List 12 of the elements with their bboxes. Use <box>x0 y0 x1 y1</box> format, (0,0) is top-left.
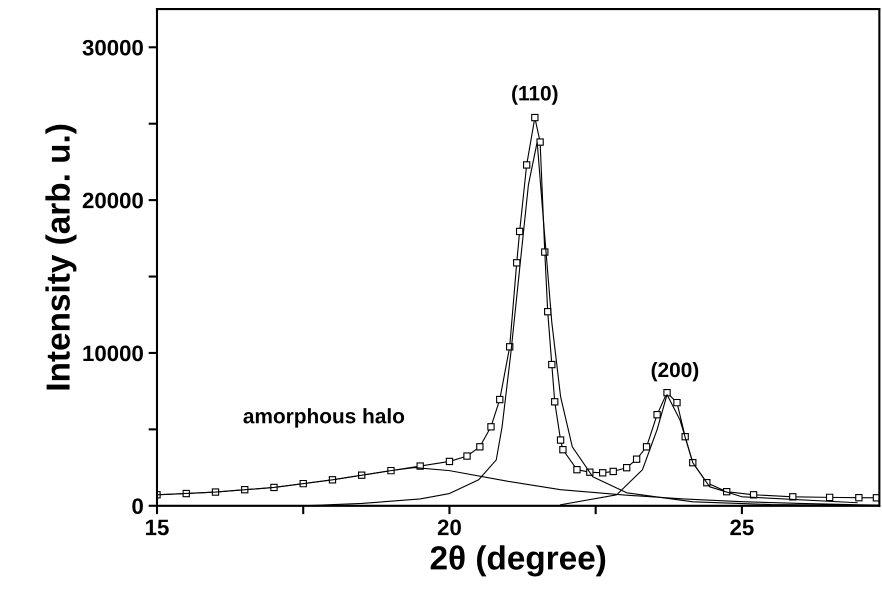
x-axis-title: 2θ (degree) <box>430 545 606 576</box>
y-tick-label: 30000 <box>82 40 143 56</box>
annotation: (110) <box>512 85 558 105</box>
annotation: amorphous halo <box>243 408 404 428</box>
y-tick-label: 10000 <box>83 345 143 362</box>
y-tick-label: 0 <box>132 498 143 514</box>
x-tick-label: 15 <box>146 520 169 536</box>
x-tick-label: 20 <box>438 520 461 536</box>
x-tick-label: 25 <box>730 520 754 536</box>
y-tick-label: 20000 <box>82 192 143 208</box>
y-axis-title: Intensity (arb. u.) <box>45 124 76 390</box>
annotation: (200) <box>652 362 698 382</box>
